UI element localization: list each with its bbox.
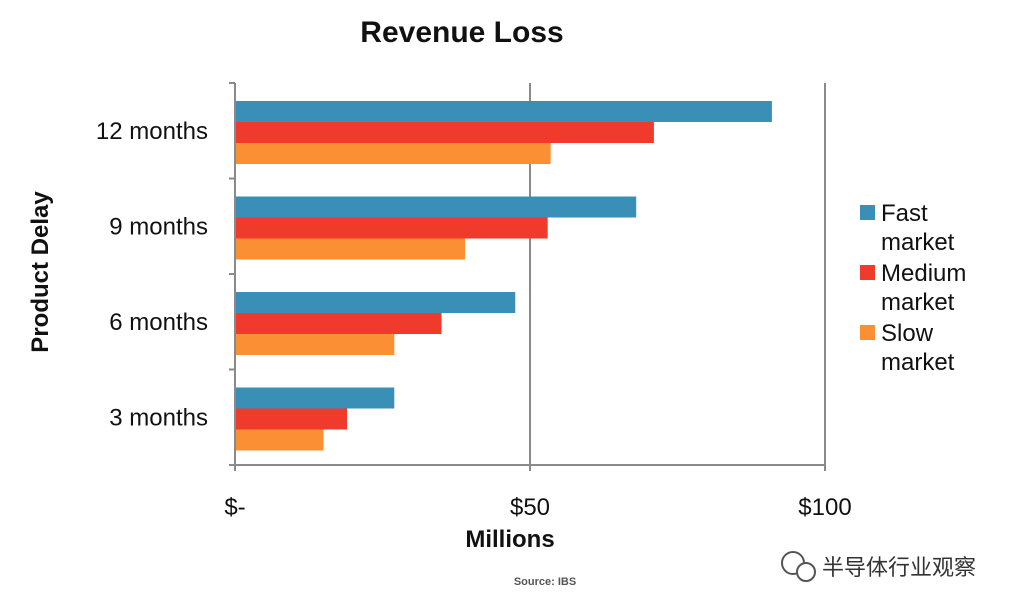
legend-label: market	[881, 349, 955, 376]
bar-medium-market	[235, 408, 348, 430]
bar-slow-market	[235, 334, 395, 355]
bar-medium-market	[235, 313, 442, 334]
legend-label: market	[881, 289, 955, 316]
legend-label: Medium	[881, 260, 966, 287]
bar-slow-market	[235, 429, 324, 451]
watermark: 半导体行业观察	[781, 551, 976, 582]
legend-swatch	[860, 325, 875, 340]
category-label: 12 months	[96, 118, 208, 145]
x-tick-label: $-	[224, 494, 245, 521]
source-note: Source: IBS	[514, 576, 576, 588]
category-label: 3 months	[109, 404, 208, 431]
x-axis-title: Millions	[465, 526, 554, 553]
bar-slow-market	[235, 143, 551, 164]
legend-swatch	[860, 205, 875, 220]
category-label: 6 months	[109, 309, 208, 336]
bar-fast-market	[235, 101, 772, 122]
legend-swatch	[860, 265, 875, 280]
watermark-text: 半导体行业观察	[822, 555, 976, 580]
x-tick-label: $100	[798, 494, 851, 521]
bar-medium-market	[235, 122, 654, 143]
legend-label: Slow	[881, 320, 934, 347]
bar-slow-market	[235, 238, 466, 260]
legend-label: market	[881, 229, 955, 256]
axis-layer	[229, 82, 826, 471]
category-label: 9 months	[109, 213, 208, 240]
bar-fast-market	[235, 387, 395, 409]
bars-layer	[235, 101, 772, 451]
bar-medium-market	[235, 217, 548, 239]
tick-labels: $- $50 $100	[224, 494, 851, 521]
category-labels: 12 months 9 months 6 months 3 months	[96, 118, 208, 432]
x-tick-label: $50	[510, 494, 550, 521]
wechat-icon	[781, 551, 816, 582]
y-axis-title: Product Delay	[27, 191, 54, 353]
bar-fast-market	[235, 196, 637, 218]
bar-fast-market	[235, 292, 516, 313]
legend-label: Fast	[881, 200, 928, 227]
chart-title: Revenue Loss	[360, 16, 563, 49]
